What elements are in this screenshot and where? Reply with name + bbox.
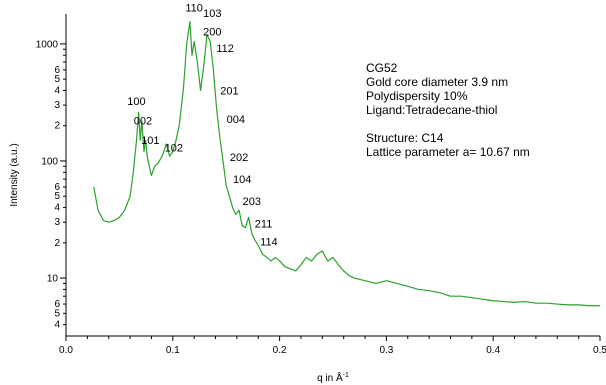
- annotation-line: Lattice parameter a= 10.67 nm: [366, 145, 530, 159]
- x-tick-label: 0.3: [379, 345, 393, 356]
- x-tick-label: 0.2: [273, 345, 287, 356]
- y-minor-tick-label: 5: [54, 191, 60, 202]
- y-minor-tick-label: 6: [54, 299, 60, 310]
- y-minor-tick-label: 3: [54, 217, 60, 228]
- y-minor-tick-label: 5: [54, 308, 60, 319]
- peak-label: 101: [141, 135, 159, 147]
- peak-label: 203: [243, 196, 261, 208]
- x-axis-label-main: q in Å: [317, 371, 343, 384]
- peak-label: 103: [203, 8, 221, 20]
- y-major-tick-label: 1000: [36, 39, 59, 50]
- annotation-line: Gold core diameter 3.9 nm: [366, 75, 508, 89]
- peak-label: 102: [165, 143, 183, 155]
- y-minor-tick-label: 2: [54, 121, 60, 132]
- annotation-line: Ligand:Tetradecane-thiol: [366, 103, 497, 117]
- peak-label: 002: [134, 115, 152, 127]
- y-minor-tick-label: 4: [54, 203, 60, 214]
- peak-label: 201: [220, 85, 238, 97]
- peak-labels: 100 002 101 102 110 103 200 112 201 004 202 104 203 2…: [127, 2, 277, 248]
- x-tick-label: 0.1: [166, 345, 180, 356]
- x-axis-label: q in Å-1: [317, 371, 349, 384]
- y-minor-tick-label: 6: [54, 65, 60, 76]
- y-minor-tick-label: 6: [54, 182, 60, 193]
- x-tick-label: 0.4: [486, 345, 500, 356]
- peak-label: 114: [260, 236, 278, 248]
- series-group: [93, 21, 600, 307]
- peak-label: 200: [203, 26, 221, 38]
- x-tick-label: 0.5: [593, 345, 606, 356]
- x-tick-label: 0.0: [59, 345, 73, 356]
- peak-label: 211: [255, 219, 273, 231]
- peak-label: 202: [230, 152, 248, 164]
- y-major-tick-label: 100: [41, 156, 58, 167]
- peak-label: 100: [127, 96, 145, 108]
- peak-label: 104: [233, 174, 251, 186]
- y-minor-tick-label: 2: [54, 238, 60, 249]
- annotation-line: Polydispersity 10%: [366, 89, 468, 103]
- y-minor-tick-label: 5: [54, 74, 60, 85]
- series-line: [93, 21, 600, 307]
- x-axis-label-superscript: -1: [343, 372, 349, 379]
- peak-label: 004: [227, 114, 245, 126]
- y-axis-label: Intensity (a.u.): [9, 143, 20, 206]
- y-minor-tick-label: 4: [54, 320, 60, 331]
- annotation-line: Structure: C14: [366, 131, 444, 145]
- y-major-tick-label: 10: [47, 274, 59, 285]
- y-minor-tick-label: 3: [54, 100, 60, 111]
- annotation-line: CG52: [366, 61, 398, 75]
- y-minor-tick-label: 4: [54, 85, 60, 96]
- peak-label: 112: [216, 43, 234, 55]
- peak-label: 110: [185, 2, 203, 14]
